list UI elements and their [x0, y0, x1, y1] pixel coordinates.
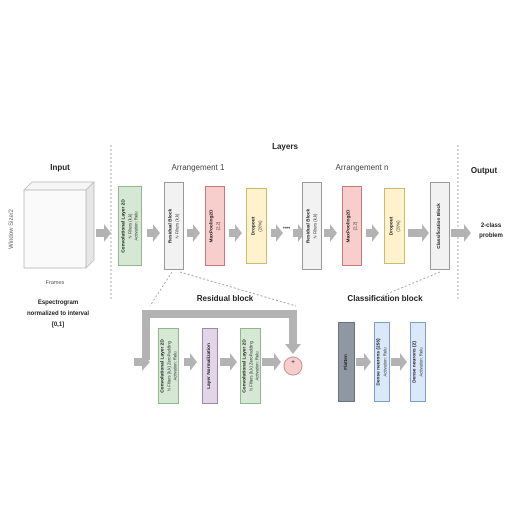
residual-row-arrows: [134, 353, 281, 371]
add-node: [283, 356, 303, 376]
layer-normalization-block: Layer Normalization: [202, 328, 218, 404]
arrow-input-conv: [96, 224, 111, 242]
zoom-line-classif: [371, 271, 441, 301]
arrow-dense1-dense2: [391, 353, 407, 371]
header-output: Output: [470, 166, 498, 175]
header-input: Input: [50, 163, 70, 172]
arrow-norm-convb: [220, 353, 237, 371]
arrow-classif-output: [451, 224, 471, 242]
arrow-flatten-dense1: [356, 353, 371, 371]
dropout-block-1: Dropout (20%): [246, 188, 267, 264]
dense-2-block: Dense neurons (2) Activation: Relu: [410, 322, 426, 402]
maxpooling-block-1: MaxPooling2D (2,2): [205, 186, 225, 266]
header-classification-block: Classification block: [347, 294, 423, 303]
arrangement-1-label: Arrangement 1: [171, 163, 225, 172]
residual-conv2d-b: Convolutional Layer 2D N Filters (k,k) Ze…: [240, 328, 261, 404]
residual-block-1: Residual Block N Filters (k,k): [164, 182, 184, 270]
add-symbol: +: [290, 359, 296, 366]
zoom-line-right: [179, 271, 297, 307]
spectrogram-x-axis-label: Frames: [45, 280, 65, 286]
spectrogram-cube: [23, 181, 95, 269]
conv2d-block: Convolutional Layer 2D N Filters (k,k) Act…: [118, 186, 142, 266]
dropout-block-n: Dropout (20%): [384, 188, 405, 264]
arrow-conva-norm: [184, 353, 197, 371]
maxpooling-block-n: MaxPooling2D (2,2): [342, 186, 362, 266]
arrangement-n-label: Arrangement n: [335, 163, 389, 172]
arrow-dots-res: [293, 224, 305, 242]
spectrogram-caption: Espectrogram normalized to interval [0,1…: [26, 300, 89, 328]
dense-256-block: Dense neurons (256) Activation: Relu: [374, 322, 390, 402]
arrow-drop-dots: [271, 224, 283, 242]
arrow-pool-drop-n: [366, 224, 379, 242]
skip-arrowhead: [285, 344, 301, 354]
header-layers: Layers: [272, 142, 298, 151]
arrow-res-pool-n: [324, 224, 337, 242]
classification-block: Classification Block: [430, 182, 450, 270]
output-label: 2-class problem: [479, 223, 503, 239]
header-residual-block: Residual block: [196, 294, 254, 303]
arrow-pool-drop: [229, 224, 242, 242]
classification-row-arrows: [356, 353, 407, 371]
top-row-arrows: [96, 224, 471, 242]
arrow-conv-res: [147, 224, 160, 242]
flatten-block: Flatten: [338, 322, 355, 402]
arrow-res-pool: [187, 224, 200, 242]
zoom-line-left: [149, 271, 173, 307]
arrow-res-in: [134, 353, 150, 371]
residual-block-n: Residual Block N Filters (k,k): [302, 182, 322, 270]
repeat-dots: • • • •: [282, 226, 290, 232]
arrow-convb-add: [262, 353, 281, 371]
residual-conv2d-a: Convolutional Layer 2D N Filters (k,k) Ze…: [158, 328, 179, 404]
spectrogram-y-axis-label: Window Size/2: [9, 209, 15, 249]
arrow-drop-classif: [408, 224, 429, 242]
skip-connection: [142, 310, 297, 360]
